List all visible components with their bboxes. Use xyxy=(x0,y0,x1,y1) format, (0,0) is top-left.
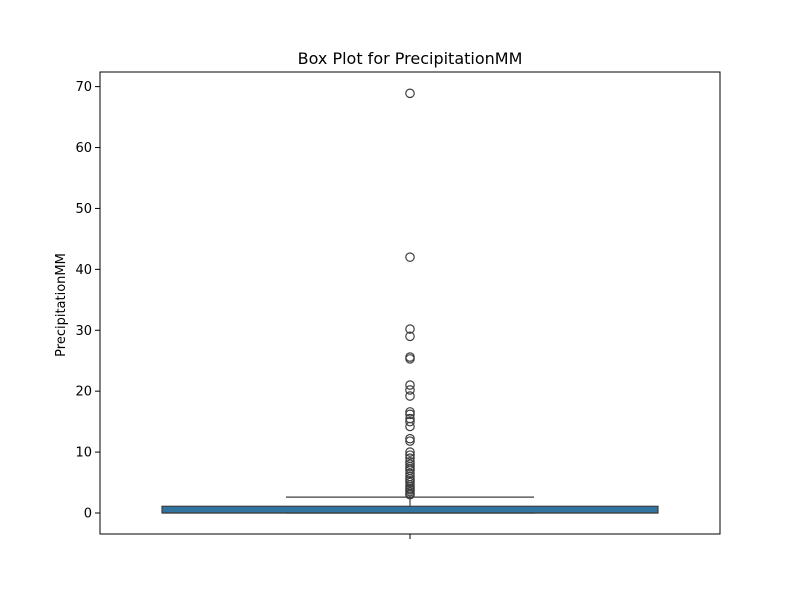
outlier-point xyxy=(405,416,415,427)
y-tick-label: 40 xyxy=(75,263,92,278)
outlier-point xyxy=(405,88,415,99)
y-tick-label: 10 xyxy=(75,446,92,461)
outlier-point xyxy=(405,450,415,460)
y-tick-label: 70 xyxy=(75,80,92,95)
outlier-point xyxy=(405,413,415,424)
outlier-point xyxy=(405,421,415,432)
outlier-point xyxy=(405,453,415,463)
outlier-point xyxy=(405,380,415,390)
outlier-point xyxy=(405,324,415,334)
y-axis-ticks: 0 10 20 30 40 50 60 70 xyxy=(75,80,100,521)
y-axis-label: PrecipitationMM xyxy=(54,253,69,357)
y-tick-label: 30 xyxy=(75,324,92,339)
outlier-point xyxy=(405,352,415,362)
outlier-point xyxy=(405,457,415,467)
outlier-point xyxy=(405,409,415,420)
outlier-point xyxy=(405,459,415,470)
box-iqr xyxy=(161,505,659,514)
outlier-point xyxy=(405,407,415,417)
outlier-point xyxy=(405,385,415,395)
outlier-point xyxy=(405,331,415,342)
outlier-point xyxy=(405,252,415,262)
outlier-point xyxy=(405,436,415,446)
y-tick-label: 50 xyxy=(75,202,92,217)
outlier-point xyxy=(405,433,415,444)
outlier-point xyxy=(405,468,415,479)
y-tick-label: 60 xyxy=(75,141,92,156)
y-tick-label: 20 xyxy=(75,385,92,400)
y-tick-label: 0 xyxy=(84,506,92,521)
plot-content xyxy=(161,88,659,514)
outlier-point xyxy=(405,391,415,401)
chart-title: Box Plot for PrecipitationMM xyxy=(298,49,523,68)
outlier-point xyxy=(405,447,415,457)
